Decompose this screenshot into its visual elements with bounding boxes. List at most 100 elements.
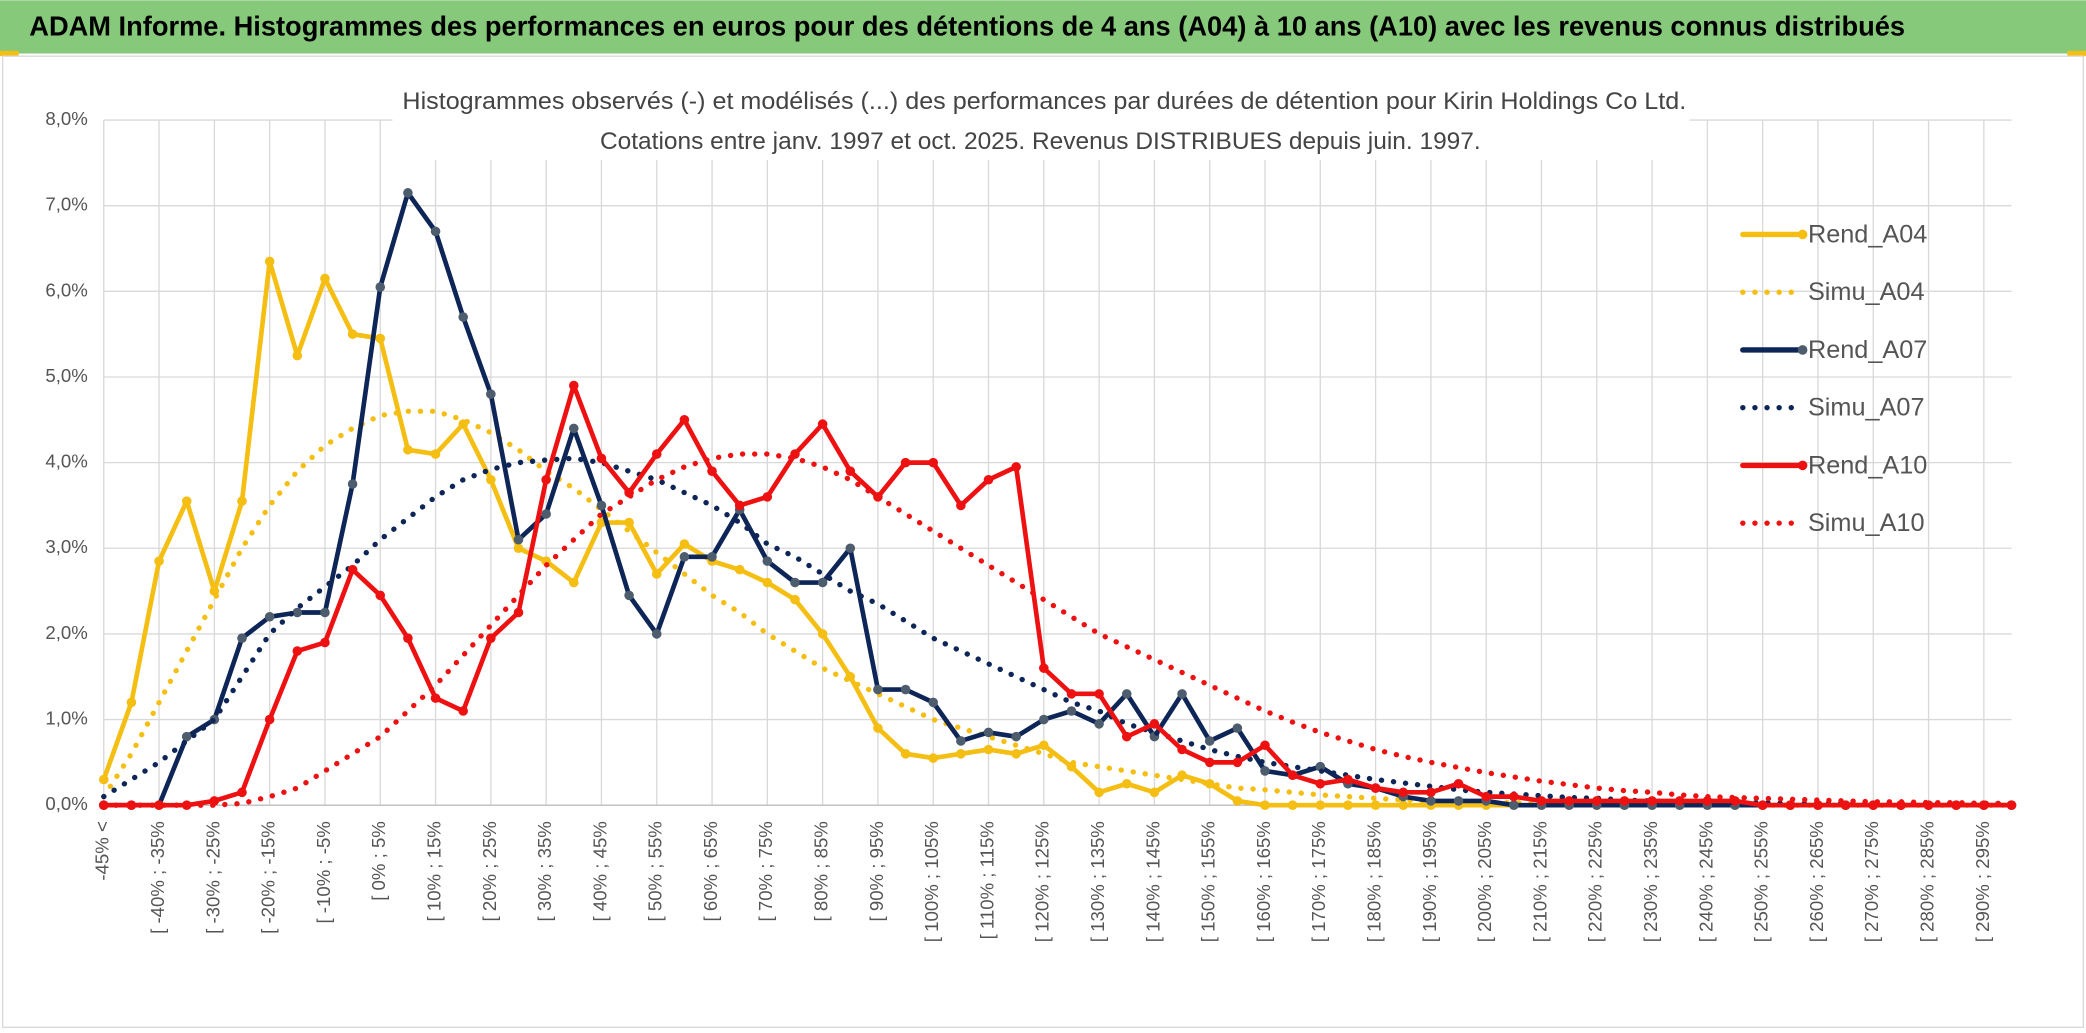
x-tick-label: [ 260% ; 265% <box>1806 821 1827 942</box>
point <box>1426 796 1436 806</box>
x-tick-label: [ 220% ; 225% <box>1585 821 1606 942</box>
y-tick-label: 7,0% <box>45 194 87 215</box>
point <box>1149 787 1160 798</box>
y-tick-label: 3,0% <box>45 536 87 557</box>
point <box>1011 731 1021 742</box>
point <box>679 415 690 425</box>
y-tick-label: 8,0% <box>45 108 87 129</box>
point <box>624 590 634 601</box>
point <box>154 800 164 810</box>
point <box>817 419 828 429</box>
x-tick-label: [ 160% ; 165% <box>1253 821 1274 942</box>
point <box>624 517 634 528</box>
y-tick-label: 4,0% <box>45 451 87 472</box>
point <box>1094 689 1104 699</box>
point <box>1066 706 1077 716</box>
point <box>817 577 828 588</box>
model-line <box>101 451 2015 808</box>
point <box>817 629 828 639</box>
point <box>513 543 524 554</box>
point <box>181 731 192 742</box>
point <box>651 449 662 459</box>
point <box>1564 796 1574 806</box>
point <box>486 389 496 399</box>
x-tick-label: [ 110% ; 115% <box>976 821 997 939</box>
point <box>762 492 773 502</box>
x-tick-label: [ 150% ; 155% <box>1198 821 1219 942</box>
corner-accent <box>2067 50 2086 57</box>
point <box>1591 796 1602 806</box>
x-tick-label: [ 50% ; 55% <box>645 821 666 921</box>
point <box>375 282 386 292</box>
point <box>292 607 303 618</box>
point <box>1619 796 1630 806</box>
x-tick-label: [ 170% ; 175% <box>1308 821 1329 942</box>
x-tick-label: [ 120% ; 125% <box>1032 821 1053 942</box>
point <box>734 500 745 511</box>
legend-label: Rend_A10 <box>1808 451 1927 479</box>
point <box>983 474 994 485</box>
point <box>154 556 164 566</box>
point <box>928 697 939 708</box>
point <box>1398 800 1409 810</box>
point <box>900 457 911 468</box>
point <box>568 380 579 391</box>
point <box>1509 791 1519 802</box>
x-tick-label: [ 40% ; 45% <box>589 821 610 921</box>
legend-marker <box>1797 345 1808 355</box>
point <box>1398 787 1409 798</box>
point <box>264 714 275 725</box>
point <box>928 457 939 468</box>
point <box>403 444 413 455</box>
point <box>1121 778 1132 789</box>
point <box>347 564 358 575</box>
point <box>1204 757 1215 768</box>
legend: Rend_A04 Simu_A04 Rend_A07 Simu_A07 Rend_A10… <box>1740 220 1927 537</box>
x-tick-label: [ 250% ; 255% <box>1751 821 1772 942</box>
point <box>790 577 800 588</box>
y-tick-label: 2,0% <box>45 622 87 643</box>
x-tick-label: [ 10% ; 15% <box>423 821 444 921</box>
point <box>126 697 137 708</box>
point <box>403 188 413 198</box>
chart-border <box>1 55 2085 1029</box>
point <box>956 500 966 511</box>
point <box>541 474 551 485</box>
x-tick-label: [ 100% ; 105% <box>921 821 942 942</box>
point <box>430 449 441 459</box>
point <box>707 466 717 476</box>
point <box>1232 757 1243 768</box>
point <box>679 552 690 562</box>
point <box>983 744 994 755</box>
point <box>264 256 275 267</box>
point <box>1757 800 1768 810</box>
legend-label: Simu_A10 <box>1808 509 1925 537</box>
chart-subtitle: Cotations entre janv. 1997 et oct. 2025.… <box>600 128 1481 155</box>
point <box>375 333 386 344</box>
observed-line <box>101 383 2014 808</box>
point <box>1370 783 1381 793</box>
x-tick-label: [ 240% ; 245% <box>1695 821 1716 942</box>
observed-line <box>101 190 2014 808</box>
point <box>430 226 441 237</box>
point <box>237 496 247 506</box>
x-tick-label: [ 280% ; 285% <box>1916 821 1937 942</box>
point <box>292 350 303 361</box>
point <box>1232 796 1243 806</box>
point <box>983 727 994 738</box>
x-tick-label: [ -10% ; -5% <box>313 821 334 923</box>
point <box>1453 778 1464 789</box>
legend-label: Rend_A07 <box>1808 336 1927 364</box>
point <box>1481 791 1491 802</box>
x-tick-label: [ 270% ; 275% <box>1861 821 1882 942</box>
point <box>651 629 662 639</box>
plot: 0,0% 1,0% 2,0% 3,0% 4,0% 5,0% 6,0% 7,0% 8,0% -45%… <box>45 108 2017 942</box>
title-bar <box>0 0 2086 54</box>
point <box>430 693 441 703</box>
y-tick-label: 0,0% <box>45 793 87 814</box>
x-tick-label: [ 0% ; 5% <box>368 821 389 901</box>
point <box>1260 800 1270 810</box>
x-tick-label: [ 190% ; 195% <box>1419 821 1440 942</box>
x-tick-label: [ 60% ; 65% <box>700 821 721 921</box>
